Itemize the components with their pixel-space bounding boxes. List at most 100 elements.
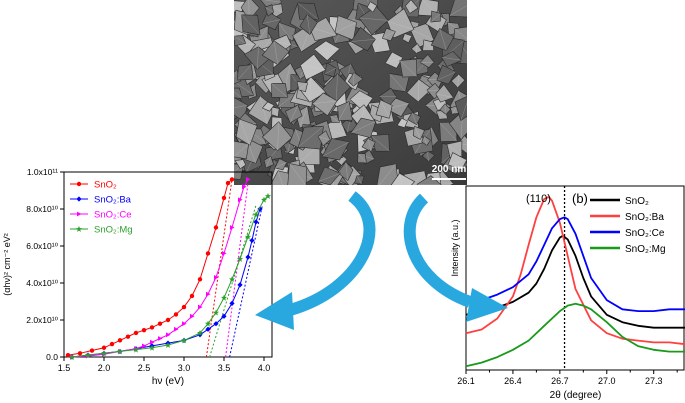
xrd-series-group bbox=[465, 196, 685, 368]
tauc-data-point bbox=[133, 346, 139, 353]
sem-crystal bbox=[261, 121, 293, 152]
tauc-data-point bbox=[149, 325, 155, 330]
sem-crystal bbox=[447, 152, 467, 171]
tauc-data-point bbox=[229, 276, 235, 283]
sem-crystal-edge bbox=[336, 73, 338, 102]
sem-crystal bbox=[234, 87, 243, 99]
tauc-data-point bbox=[213, 321, 219, 327]
arrow-to-tauc-plot bbox=[288, 191, 376, 316]
sem-crystal-edge bbox=[298, 126, 324, 148]
tauc-data-point bbox=[197, 277, 203, 282]
sem-crystal-edge bbox=[334, 22, 357, 33]
sem-crystal-edge bbox=[324, 67, 337, 75]
sem-crystal-edge bbox=[356, 175, 362, 185]
tauc-tangent-line bbox=[225, 183, 249, 358]
sem-crystal bbox=[324, 62, 337, 78]
sem-crystal-edge bbox=[423, 39, 434, 51]
sem-crystal-edge bbox=[278, 21, 294, 43]
sem-crystal-edge bbox=[444, 103, 447, 115]
sem-crystal-edge bbox=[387, 21, 415, 30]
sem-crystal-edge bbox=[234, 70, 238, 78]
sem-crystal bbox=[264, 4, 274, 17]
tauc-y-tick-label: 4.0x10¹⁰ bbox=[26, 278, 58, 288]
sem-crystal-edge bbox=[371, 104, 381, 122]
sem-crystal-edge bbox=[401, 118, 405, 128]
tauc-data-point bbox=[165, 317, 171, 323]
tauc-data-point bbox=[230, 225, 235, 230]
tauc-data-point bbox=[101, 350, 107, 357]
tauc-data-point bbox=[181, 337, 187, 344]
sem-crystal-edge bbox=[349, 97, 373, 100]
sem-crystal-edge bbox=[289, 163, 306, 185]
xrd-plot-frame bbox=[465, 185, 685, 371]
sem-crystal-edge bbox=[262, 19, 281, 24]
tauc-data-point bbox=[265, 193, 271, 200]
sem-crystal-edge bbox=[446, 144, 462, 157]
sem-crystals bbox=[234, 0, 467, 185]
arrow-to-tauc-plot-head bbox=[255, 292, 294, 330]
tauc-data-point bbox=[109, 341, 115, 347]
sem-crystal-edge bbox=[239, 118, 251, 146]
xrd-chart: 26.1 26.4 26.7 27.0 27.3 SnO₂SnO₂:BaSnO₂:CeS… bbox=[450, 185, 685, 401]
sem-crystal-edge bbox=[297, 2, 319, 20]
sem-crystal-edge bbox=[370, 1, 374, 13]
tauc-x-tick-label: 2.5 bbox=[138, 363, 151, 373]
tauc-data-point bbox=[221, 294, 227, 301]
tauc-data-point bbox=[213, 309, 219, 316]
sem-crystal-edge bbox=[277, 92, 297, 108]
tauc-tangent-lines bbox=[205, 179, 263, 358]
xrd-legend-label: SnO₂:Ba bbox=[625, 212, 664, 223]
tauc-data-point bbox=[174, 326, 179, 332]
scale-bar-label: 200 nm bbox=[432, 164, 467, 175]
tauc-data-point bbox=[237, 255, 243, 262]
tauc-data-point bbox=[125, 334, 131, 339]
sem-crystal-edge bbox=[426, 150, 429, 162]
tauc-x-tick-label: 3.5 bbox=[218, 363, 231, 373]
tauc-data-point bbox=[141, 327, 147, 333]
sem-crystal-edge bbox=[307, 14, 310, 35]
sem-crystal-edge bbox=[379, 163, 397, 185]
tauc-plot-chart: 1.5 2.0 2.5 3.0 3.5 4.0 0.0 2.0x10¹⁰ 4.0x10¹⁰ 6.… bbox=[2, 167, 273, 387]
xrd-series-line bbox=[465, 234, 685, 329]
tauc-data-point bbox=[149, 344, 155, 351]
xrd-x-tick-label: 26.1 bbox=[457, 376, 475, 386]
xrd-legend-label: SnO₂:Mg bbox=[625, 244, 666, 255]
arrow-to-xrd-plot bbox=[403, 193, 473, 308]
sem-crystal-edge bbox=[460, 102, 467, 121]
tauc-y-label: (αhν)² cm⁻² eV² bbox=[2, 233, 12, 295]
xrd-x-tick-label: 26.7 bbox=[551, 376, 569, 386]
tauc-data-point bbox=[158, 336, 163, 341]
tauc-data-point bbox=[205, 251, 211, 256]
sem-crystal bbox=[300, 53, 327, 81]
sem-crystal bbox=[366, 1, 378, 13]
xrd-x-tick-label: 26.4 bbox=[504, 376, 522, 386]
tauc-data-point bbox=[229, 300, 235, 306]
tauc-y-axis: 0.0 2.0x10¹⁰ 4.0x10¹⁰ 6.0x10¹⁰ 8.0x10¹⁰ 1.0x1… bbox=[26, 167, 64, 362]
tauc-data-point bbox=[76, 226, 82, 232]
tauc-plot-frame bbox=[63, 171, 273, 358]
tauc-series-group bbox=[65, 177, 271, 360]
tauc-legend-label: SnO₂:Ce bbox=[94, 210, 131, 221]
arrow-to-xrd-plot-head bbox=[466, 288, 508, 322]
xrd-legend-label: SnO₂ bbox=[625, 196, 649, 207]
tauc-y-tick-label: 8.0x10¹⁰ bbox=[26, 204, 58, 214]
tauc-data-point bbox=[117, 348, 123, 355]
tauc-data-point bbox=[182, 321, 187, 327]
sem-crystal-edge bbox=[240, 159, 244, 169]
tauc-data-point bbox=[142, 343, 147, 349]
sem-crystal bbox=[404, 0, 419, 14]
sem-crystal-edge bbox=[413, 170, 425, 185]
tauc-data-point bbox=[190, 313, 195, 319]
sem-crystal-edge bbox=[358, 17, 389, 21]
tauc-legend: SnO₂ SnO₂:Ba SnO₂:Ce SnO₂:Mg bbox=[70, 180, 133, 236]
xrd-panel-label: (b) bbox=[572, 191, 588, 206]
sem-crystal-edge bbox=[262, 104, 275, 109]
tauc-data-point bbox=[205, 320, 211, 327]
tauc-data-point bbox=[246, 177, 251, 182]
sem-crystal-edge bbox=[338, 101, 350, 121]
sem-crystal-edge bbox=[312, 100, 338, 104]
sem-crystal-edge bbox=[418, 79, 420, 102]
tauc-data-point bbox=[206, 291, 211, 297]
sem-crystal-edge bbox=[234, 36, 246, 44]
sem-crystal-edge bbox=[441, 57, 462, 61]
